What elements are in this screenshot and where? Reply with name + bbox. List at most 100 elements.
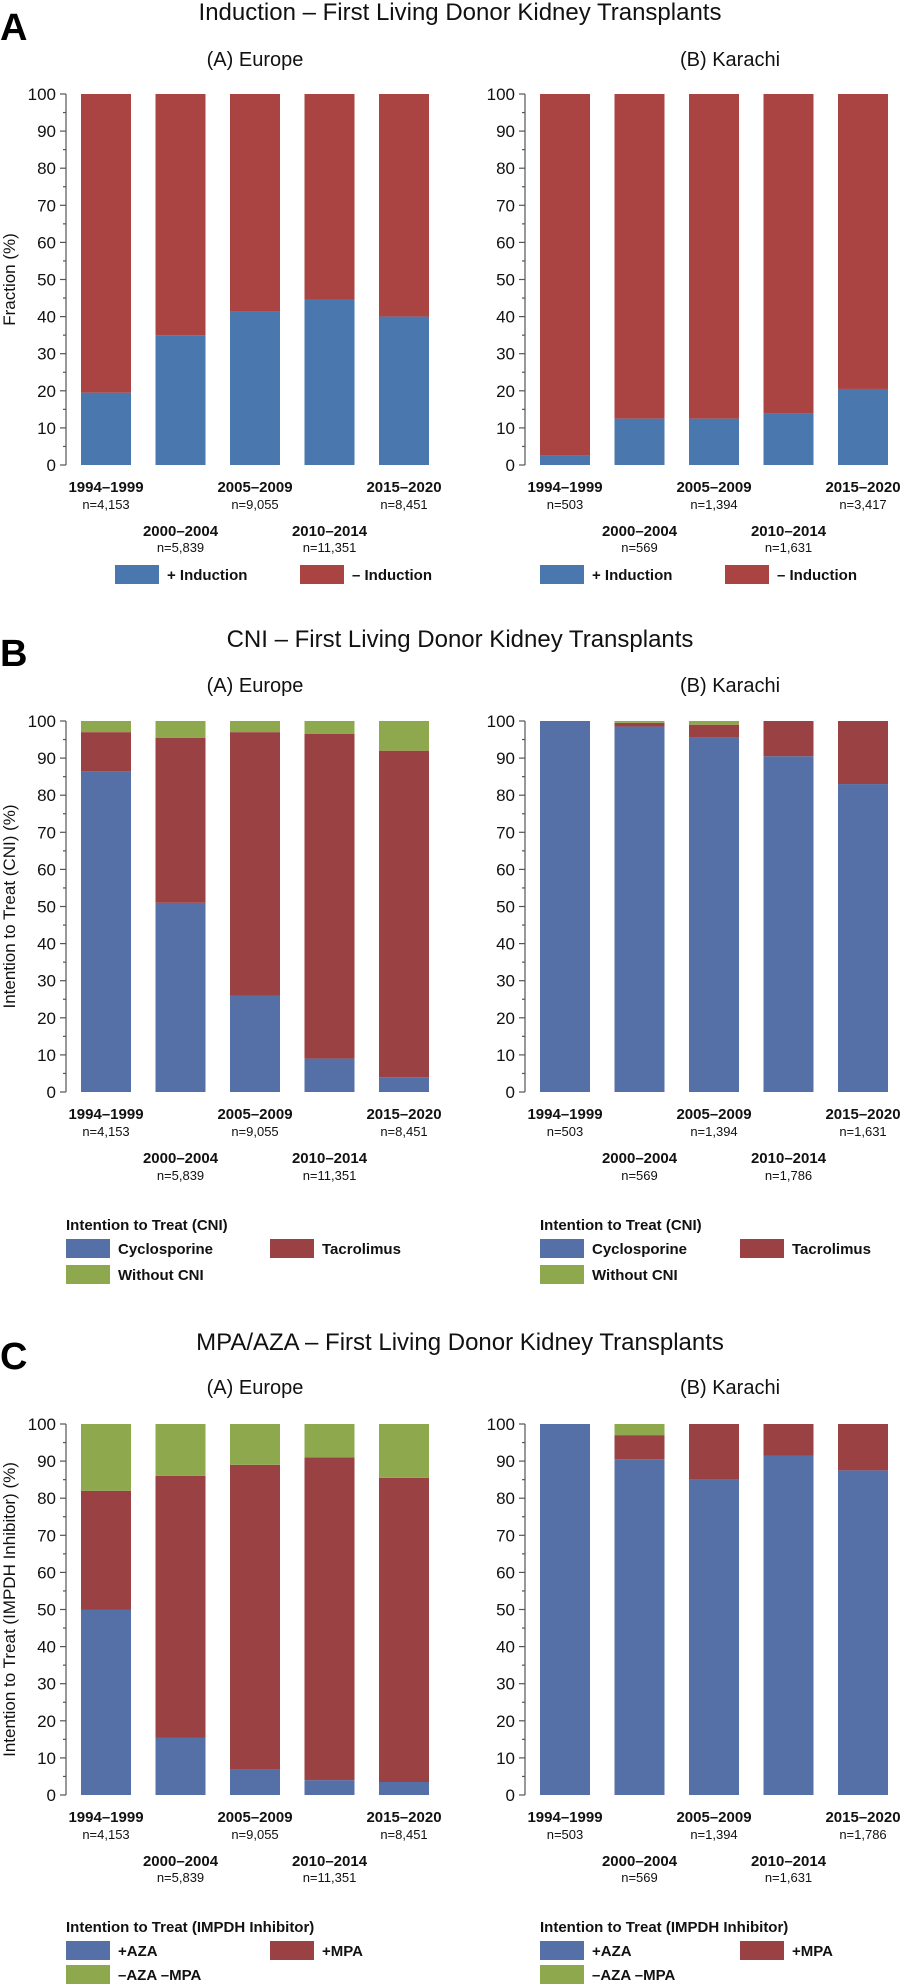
panel-a-karachi-category-label: 2015–2020	[825, 479, 900, 496]
panel-a-karachi-bar-1-induction	[540, 455, 590, 465]
panel-c-karachi-bar-3-mpa	[689, 1424, 739, 1480]
panel-c-karachi-legend-swatch	[540, 1965, 584, 1984]
panel-a-karachi-tick-label: 70	[496, 196, 515, 215]
panel-c-europe-bar-5-mpa	[379, 1477, 429, 1783]
panel-b-karachi-tick-label: 10	[496, 1046, 515, 1065]
panel-c-karachi-tick-label: 20	[496, 1712, 515, 1731]
panel-b-karachi-bar-3-cyclosporine	[689, 737, 739, 1092]
panel-c-karachi-legend-title: Intention to Treat (IMPDH Inhibitor)	[540, 1919, 788, 1936]
panel-b-karachi-tick-label: 40	[496, 935, 515, 954]
panel-c-karachi-legend-swatch	[740, 1941, 784, 1960]
panel-c-europe-legend-swatch	[270, 1941, 314, 1960]
panel-a-karachi-count-label: n=3,417	[839, 497, 886, 512]
panel-b-y-axis-label: Intention to Treat (CNI) (%)	[0, 804, 19, 1008]
panel-c-europe-count-label: n=5,839	[157, 1870, 204, 1885]
panel-c-europe-legend: Intention to Treat (IMPDH Inhibitor) +AZA…	[66, 1919, 363, 1984]
panel-b-europe-legend-swatch	[270, 1239, 314, 1258]
panel-b-europe-count-label: n=4,153	[82, 1124, 129, 1139]
panel-a-europe-tick-label: 60	[37, 233, 56, 252]
panel-b-europe-count-label: n=11,351	[303, 1168, 357, 1183]
panel-a-europe-bar-4-induction	[304, 299, 355, 465]
panel-b-europe-tick-label: 90	[37, 749, 56, 768]
panel-c-karachi-bar-2-mpa	[614, 1435, 665, 1460]
panel-a-europe-bar-5-induction	[379, 94, 429, 317]
panel-b-europe-bar-1-cyclosporine	[81, 771, 131, 1092]
panel-b-karachi-bar-2-cyclosporine	[614, 726, 665, 1092]
panel-a-europe-legend-label: + Induction	[167, 567, 247, 584]
panel-c-europe-category-label: 2015–2020	[366, 1809, 441, 1826]
panel-c-europe-tick-label: 70	[37, 1526, 56, 1545]
panel-c-karachi-chart: (B) Karachi 0 10 20 30 40 50 60 70 80 90 100 1994–19…	[487, 1377, 901, 1984]
panel-c-europe-count-label: n=4,153	[82, 1827, 129, 1842]
panel-b-europe-tick-label: 80	[37, 786, 56, 805]
panel-a-europe-count-label: n=4,153	[82, 497, 129, 512]
panel-a-europe-category-label: 2015–2020	[366, 479, 441, 496]
panel-a-europe-bar-1-induction	[81, 94, 131, 393]
panel-c-karachi-legend-label: +MPA	[792, 1943, 833, 1960]
panel-c-europe-tick-label: 50	[37, 1601, 56, 1620]
panel-c-europe-tick-label: 80	[37, 1489, 56, 1508]
panel-b-karachi-category-label: 2005–2009	[676, 1106, 751, 1123]
panel-c-europe-legend-label: +AZA	[118, 1943, 158, 1960]
panel-c-europe-bar-4-mpa	[304, 1457, 355, 1781]
panel-b-europe-tick-label: 60	[37, 860, 56, 879]
panel-c-karachi-tick-label: 100	[487, 1415, 515, 1434]
panel-b-karachi-category-label: 2000–2004	[602, 1150, 678, 1167]
panel-a-europe-category-label: 2010–2014	[292, 523, 368, 540]
panel-b-europe-bar-1-without-cni	[81, 721, 131, 733]
panel-a-karachi-bar-4-induction	[763, 413, 814, 465]
panel-b-karachi-tick-label: 100	[487, 712, 515, 731]
panel-a-karachi-bar-2-induction	[614, 418, 665, 465]
panel-b-europe-count-label: n=9,055	[231, 1124, 278, 1139]
panel-b-karachi-legend-swatch	[540, 1265, 584, 1284]
panel-c-karachi-tick-label: 10	[496, 1749, 515, 1768]
panel-a-title: Induction – First Living Donor Kidney Tr…	[199, 0, 722, 26]
panel-a-karachi-count-label: n=1,631	[765, 540, 812, 555]
panel-b-europe-subtitle: (A) Europe	[207, 675, 304, 697]
panel-c-karachi-legend-swatch	[540, 1941, 584, 1960]
panel-b-europe-legend-swatch	[66, 1239, 110, 1258]
panel-c-karachi-tick-label: 0	[506, 1786, 515, 1805]
panel-b-europe-tick-label: 10	[37, 1046, 56, 1065]
panel-a-group: A Induction – First Living Donor Kidney T…	[0, 0, 901, 584]
panel-c-karachi-bar-5-aza	[838, 1470, 888, 1795]
panel-c-karachi-legend-label: +AZA	[592, 1943, 632, 1960]
panel-b-karachi-count-label: n=503	[547, 1124, 584, 1139]
panel-c-karachi-tick-label: 30	[496, 1675, 515, 1694]
panel-a-karachi-tick-label: 30	[496, 345, 515, 364]
panel-b-europe-bar-5-cyclosporine	[379, 1077, 429, 1092]
panel-a-karachi-legend-label: – Induction	[777, 567, 857, 584]
panel-c-karachi-count-label: n=1,786	[839, 1827, 886, 1842]
panel-b-europe-bar-3-without-cni	[230, 721, 280, 733]
panel-b-karachi-tick-label: 60	[496, 860, 515, 879]
panel-c-europe-bar-4-aza-mpa	[304, 1424, 355, 1458]
panel-a-karachi-tick-label: 20	[496, 382, 515, 401]
panel-a-europe-category-label: 2000–2004	[143, 523, 219, 540]
panel-a-europe-bar-3-induction	[230, 311, 280, 465]
panel-a-karachi-chart: (B) Karachi 0 10 20 30 40 50 60 70 80 90 100 1994–19…	[487, 49, 901, 584]
panel-b-letter: B	[0, 633, 27, 675]
panel-b-karachi-bar-4-tacrolimus	[763, 721, 814, 757]
panel-a-karachi-legend-swatch	[540, 565, 584, 584]
panel-b-title: CNI – First Living Donor Kidney Transpla…	[227, 626, 694, 653]
panel-c-europe-tick-label: 60	[37, 1563, 56, 1582]
panel-c-europe-bar-1-aza	[81, 1609, 131, 1795]
panel-c-europe-legend-label: +MPA	[322, 1943, 363, 1960]
panel-b-europe-legend-swatch	[66, 1265, 110, 1284]
panel-b-europe-category-label: 2005–2009	[217, 1106, 292, 1123]
panel-b-karachi-count-label: n=1,631	[839, 1124, 886, 1139]
panel-a-europe-subtitle: (A) Europe	[207, 49, 304, 71]
panel-b-europe-tick-label: 100	[28, 712, 56, 731]
panel-a-europe-tick-label: 20	[37, 382, 56, 401]
panel-b-karachi-category-label: 1994–1999	[527, 1106, 602, 1123]
panel-a-europe-tick-label: 50	[37, 271, 56, 290]
panel-c-europe-bar-5-aza-mpa	[379, 1424, 429, 1478]
panel-a-europe-bar-1-induction	[81, 392, 131, 465]
panel-b-karachi-bar-3-tacrolimus	[689, 724, 739, 738]
panel-c-europe-bar-1-mpa	[81, 1490, 131, 1610]
panel-a-europe-category-label: 2005–2009	[217, 479, 292, 496]
panel-b-karachi-subtitle: (B) Karachi	[680, 675, 780, 697]
panel-b-karachi-count-label: n=1,786	[765, 1168, 812, 1183]
panel-b-karachi-bar-3-without-cni	[689, 721, 739, 725]
